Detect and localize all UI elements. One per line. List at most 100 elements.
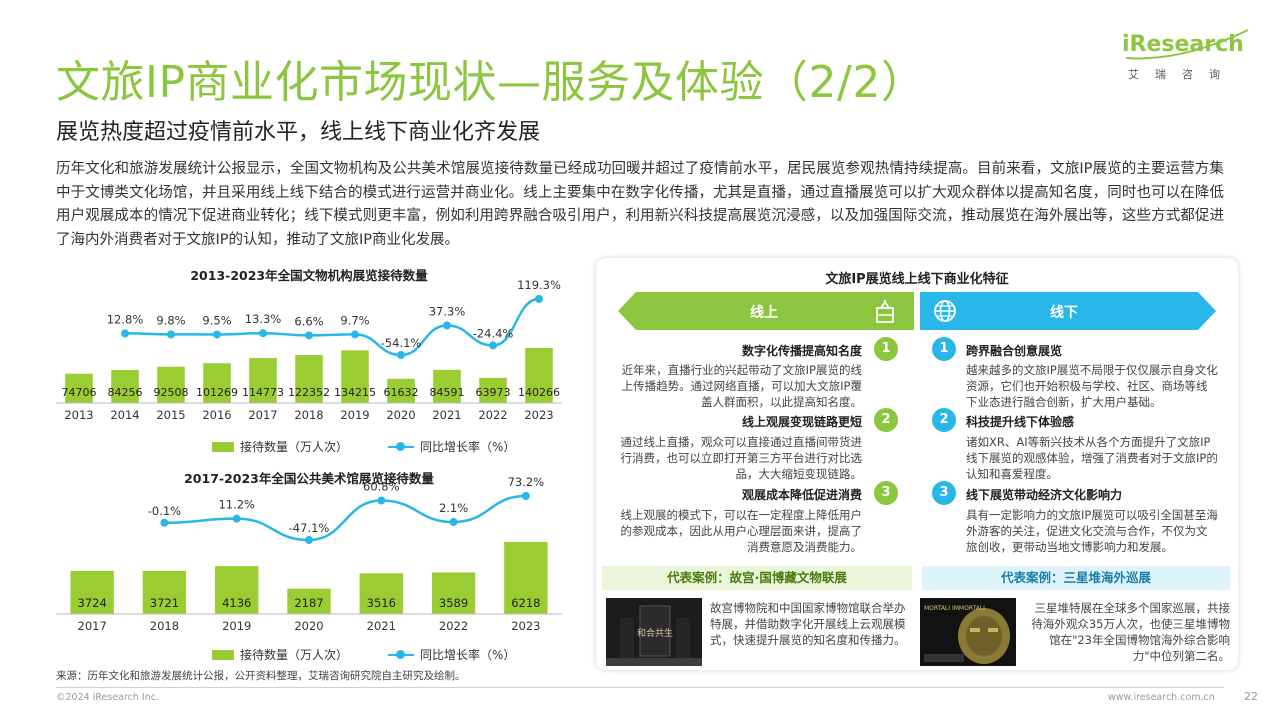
case-left-text: 故宫博物院和中国国家博物馆联合举办特展，并借助数字化开展线上云观展模式，快速提升… (710, 601, 906, 647)
footer-divider (56, 687, 1224, 688)
logo-swoosh-icon (1125, 29, 1249, 60)
case-right-title: 代表案例：三星堆海外巡展 (922, 566, 1230, 590)
chart2-growth-point-2023 (521, 492, 530, 500)
chart1-bar-2019 (341, 350, 369, 403)
chart1-growth-label-2016: 9.5% (202, 313, 231, 327)
chart1-growth-label-2023: 119.3% (517, 278, 561, 292)
chart1-growth-point-2021 (443, 321, 451, 330)
chart2-bar-value-2023: 6218 (511, 596, 540, 610)
chart2-bar-value-2022: 3589 (439, 596, 468, 610)
chart2-bar-value-2017: 3724 (78, 596, 107, 610)
offline-feature-2-title: 科技提升线下体验感 (966, 415, 1075, 429)
chart2-legend: 接待数量（万人次） 同比增长率（%） (212, 646, 515, 663)
offline-label: 线下 (1050, 305, 1078, 321)
chart1-bar-2015 (157, 366, 185, 403)
page-subtitle: 展览热度超过疫情前水平，线上线下商业化齐发展 (56, 120, 541, 145)
chart1-x-tick-2022: 2022 (478, 408, 507, 422)
chart1-growth-point-2016 (213, 330, 221, 339)
chart2-title: 2017-2023年全国公共美术馆展览接待数量 (184, 471, 434, 486)
source-note: 来源：历年文化和旅游发展统计公报，公开资料整理，艾瑞咨询研究院自主研究及绘制。 (56, 670, 466, 682)
case-left-title: 代表案例：故宫·国博藏文物联展 (602, 566, 912, 590)
chart1-growth-label-2022: -24.4% (473, 326, 514, 340)
offline-feature-3-number: 3 (932, 481, 956, 505)
chart2-bar-value-2018: 3721 (150, 596, 179, 610)
chart2-growth-point-2020 (305, 536, 313, 544)
chart1-growth-point-2017 (259, 329, 267, 338)
chart1-bar-2023 (525, 348, 553, 403)
chart1-x-tick-2013: 2013 (64, 408, 93, 422)
chart1-growth-point-2015 (167, 330, 175, 339)
chart2-growth-point-2022 (449, 518, 458, 527)
chart1-growth-label-2014: 12.8% (107, 312, 144, 326)
chart1-bar-value-2018: 122352 (288, 386, 330, 399)
chart2-x-tick-2021: 2021 (367, 619, 396, 633)
case-left-image: 和合共生 (606, 598, 702, 666)
chart1-x-tick-2023: 2023 (524, 408, 553, 422)
iresearch-logo: iResearch 艾瑞咨询 (1122, 28, 1252, 88)
chart2-bar-value-2021: 3516 (367, 596, 396, 610)
case-left-image-text: 和合共生 (637, 627, 673, 639)
chart2-growth-point-2019 (232, 514, 241, 523)
chart1-bar-2020 (387, 378, 415, 403)
online-feature-3-text: 线上观展的模式下，可以在一定程度上降低用户的参观成本，因此从用户心理层面来讲，提… (620, 508, 863, 554)
online-feature-3-title: 观展成本降低促进消费 (741, 488, 862, 502)
offline-feature-1-text: 越来越多的文旅IP展览不局限于仅仅展示自身文化资源，它们也开始积极与学校、社区、… (966, 363, 1218, 409)
legend-line-swatch (388, 442, 415, 452)
chart1-bar-2016 (203, 363, 231, 403)
chart1-x-tick-2015: 2015 (156, 408, 185, 422)
online-feature-1-title: 数字化传播提高知名度 (741, 344, 862, 358)
chart2-bar-value-2019: 4136 (222, 596, 251, 610)
chart1-growth-label-2018: 6.6% (294, 314, 323, 328)
chart1-bar-value-2021: 84591 (430, 386, 465, 399)
chart1-growth-point-2022 (489, 341, 497, 350)
page-number: 22 (1244, 690, 1258, 703)
legend-line-label: 同比增长率（%） (420, 440, 516, 454)
chart1-growth-label-2015: 9.8% (156, 313, 185, 327)
copyright: ©2024 iResearch Inc. (56, 692, 159, 703)
chart2-x-tick-2022: 2022 (439, 619, 468, 633)
chart1-bar-value-2017: 114773 (242, 386, 284, 399)
online-feature-2-number: 2 (874, 408, 898, 432)
chart2-growth-point-2018 (160, 518, 169, 527)
chart1-bar-value-2013: 74706 (62, 386, 97, 399)
chart1-bar-2013 (65, 373, 93, 403)
chart2-bar-value-2020: 2187 (294, 596, 323, 610)
chart2-growth-label-2022: 2.1% (439, 501, 468, 515)
chart1-x-tick-2018: 2018 (294, 408, 323, 422)
chart2-growth-label-2018: -0.1% (148, 504, 181, 518)
online-feature-1-number: 1 (874, 337, 898, 361)
features-panel: 文旅IP展览线上线下商业化特征 线上 线下 数字化传播提高知名度 1 近年来，直… (596, 258, 1238, 670)
case-right-image-text: MORTALI IMMORTALI (924, 605, 985, 612)
logo-brand-cn: 艾瑞咨询 (1128, 68, 1236, 81)
legend-bar-label: 接待数量（万人次） (240, 440, 349, 454)
legend-bar-swatch (212, 441, 234, 452)
chart1-growth-label-2019: 9.7% (340, 313, 369, 327)
chart1-title: 2013-2023年全国文物机构展览接待数量 (190, 268, 428, 283)
panel-title: 文旅IP展览线上线下商业化特征 (825, 272, 1009, 287)
globe-icon (932, 298, 958, 324)
chart1-bar-2017 (249, 357, 277, 403)
legend-bar-swatch (212, 649, 234, 660)
chart2-bar-2023 (504, 542, 548, 614)
chart2-x-tick-2019: 2019 (222, 619, 251, 633)
chart1-growth-point-2020 (397, 351, 405, 359)
chart1-x-tick-2019: 2019 (340, 408, 369, 422)
chart2-growth-label-2020: -47.1% (289, 521, 330, 535)
chart1-museum-visits: 74706 2013 84256 2014 92508 2015 101269 2016 114… (56, 278, 562, 422)
chart1-growth-point-2014 (121, 329, 129, 338)
chart1-legend: 接待数量（万人次） 同比增长率（%） (212, 438, 515, 455)
legend-line-label: 同比增长率（%） (420, 648, 516, 662)
intro-paragraph: 历年文化和旅游发展统计公报显示，全国文物机构及公共美术馆展览接待数量已经成功回暖… (56, 161, 1224, 248)
website-url: www.iresearch.com.cn (1108, 692, 1215, 703)
chart1-bar-2021 (433, 369, 461, 403)
offline-feature-1-title: 跨界融合创意展览 (966, 344, 1063, 358)
chart1-growth-point-2019 (351, 330, 359, 339)
offline-feature-3-title: 线下展览带动经济文化影响力 (966, 488, 1123, 502)
chart1-growth-line (124, 297, 540, 357)
online-label: 线上 (750, 305, 778, 321)
page-title: 文旅IP商业化市场现状—服务及体验（2/2） (56, 57, 926, 108)
chart1-growth-point-2023 (535, 295, 543, 303)
chart1-bar-value-2020: 61632 (384, 386, 419, 399)
chart2-x-tick-2017: 2017 (78, 619, 107, 633)
chart2-x-tick-2018: 2018 (150, 619, 179, 633)
